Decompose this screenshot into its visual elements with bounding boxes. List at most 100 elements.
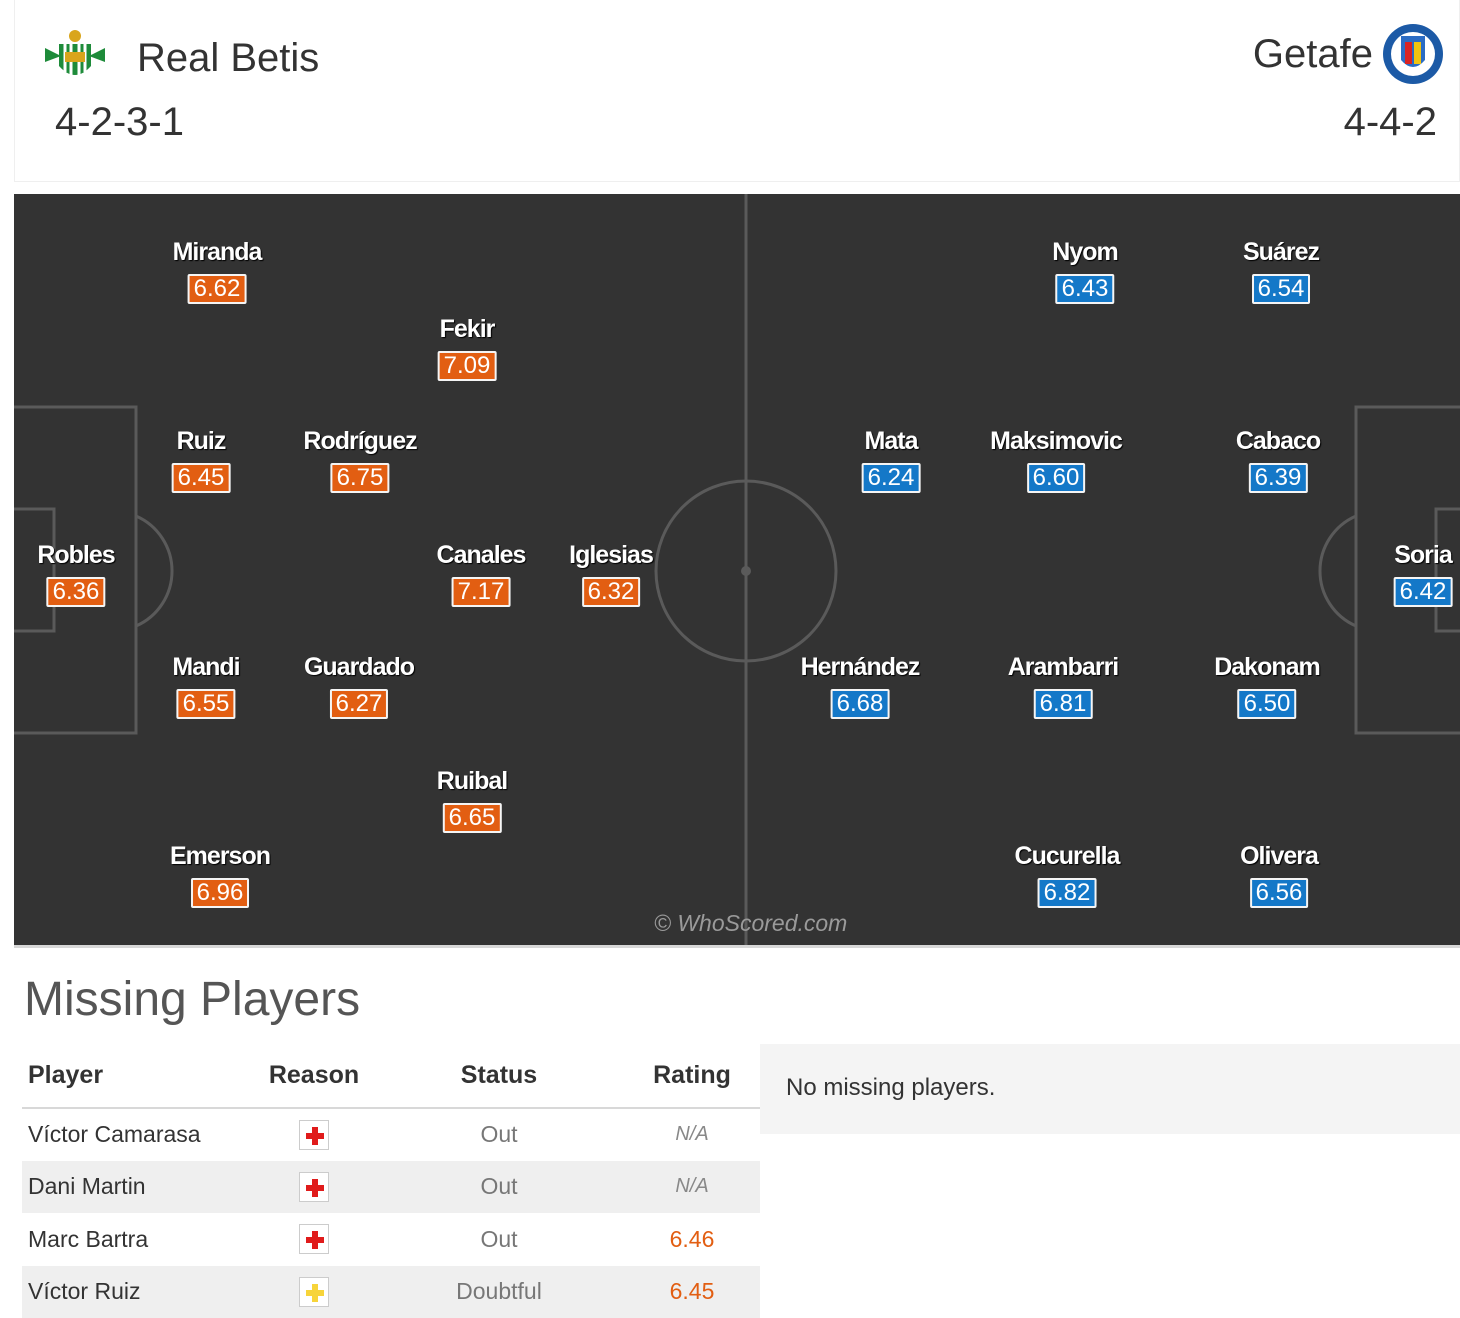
missing-status: Out: [480, 1121, 518, 1148]
injury-red-cross-icon: [299, 1224, 329, 1255]
away-player[interactable]: Maksimovic 6.60: [990, 427, 1123, 493]
missing-status: Out: [480, 1225, 518, 1252]
player-name[interactable]: Soria: [1394, 541, 1453, 569]
player-name[interactable]: Guardado: [303, 653, 415, 681]
player-rating: 6.55: [176, 689, 236, 719]
away-player[interactable]: Arambarri 6.81: [1008, 653, 1119, 719]
missing-rating: 6.45: [669, 1278, 715, 1305]
injury-red-cross-icon: [299, 1119, 329, 1150]
missing-player-name[interactable]: Víctor Camarasa: [28, 1121, 201, 1148]
away-team[interactable]: Getafe: [1253, 22, 1445, 86]
home-player[interactable]: Fekir 7.09: [437, 315, 497, 381]
home-player[interactable]: Canales 7.17: [437, 541, 526, 607]
table-row: Dani Martin Out N/A: [22, 1160, 760, 1213]
away-player[interactable]: Nyom 6.43: [1052, 238, 1119, 304]
missing-player-name[interactable]: Víctor Ruiz: [28, 1278, 141, 1305]
player-rating: 6.75: [330, 463, 390, 493]
player-rating: 6.56: [1249, 878, 1309, 908]
away-player[interactable]: Hernández 6.68: [801, 653, 920, 719]
away-player[interactable]: Suárez 6.54: [1243, 238, 1320, 304]
player-rating: 6.24: [861, 463, 921, 493]
home-formation: 4-2-3-1: [55, 100, 184, 144]
player-rating: 6.42: [1393, 577, 1453, 607]
table-row: Víctor Camarasa Out N/A: [22, 1108, 760, 1161]
away-player[interactable]: Soria 6.42: [1393, 541, 1453, 607]
player-name[interactable]: Mandi: [172, 653, 240, 681]
pitch-markings: [14, 194, 1460, 945]
player-rating: 6.27: [329, 689, 389, 719]
player-name[interactable]: Ruibal: [436, 767, 508, 795]
missing-player-name[interactable]: Marc Bartra: [28, 1225, 149, 1252]
player-rating: 6.54: [1251, 274, 1311, 304]
away-player[interactable]: Olivera 6.56: [1240, 842, 1319, 908]
column-header-status[interactable]: Status: [374, 1044, 624, 1109]
player-rating: 6.39: [1248, 463, 1308, 493]
player-rating: 7.17: [451, 577, 511, 607]
watermark: © WhoScored.com: [654, 910, 848, 936]
home-team[interactable]: Real Betis: [43, 26, 319, 90]
home-player[interactable]: Robles 6.36: [37, 541, 116, 607]
player-name[interactable]: Robles: [37, 541, 115, 569]
player-rating: 6.62: [187, 274, 247, 304]
player-name[interactable]: Emerson: [170, 842, 271, 870]
player-name[interactable]: Mata: [864, 427, 919, 455]
column-header-rating[interactable]: Rating: [624, 1044, 760, 1109]
no-missing-players-message: No missing players.: [786, 1074, 996, 1101]
player-name[interactable]: Cucurella: [1014, 842, 1121, 870]
player-name[interactable]: Arambarri: [1007, 653, 1119, 681]
missing-rating: N/A: [675, 1175, 709, 1198]
player-rating: 6.82: [1037, 878, 1097, 908]
home-player[interactable]: Guardado 6.27: [303, 653, 415, 719]
player-name[interactable]: Rodríguez: [303, 427, 417, 455]
player-rating: 6.36: [46, 577, 106, 607]
player-rating: 7.09: [437, 351, 497, 381]
home-player[interactable]: Iglesias 6.32: [569, 541, 654, 607]
player-name[interactable]: Maksimovic: [990, 427, 1123, 455]
home-player[interactable]: Emerson 6.96: [170, 842, 271, 908]
home-player[interactable]: Ruibal 6.65: [436, 767, 508, 833]
away-team-name[interactable]: Getafe: [1252, 31, 1373, 76]
lineup-pitch: Miranda 6.62 Fekir 7.09 Ruiz 6.45 Rodríg…: [14, 194, 1460, 948]
home-team-name[interactable]: Real Betis: [137, 35, 320, 80]
player-name[interactable]: Nyom: [1052, 238, 1118, 266]
missing-status: Out: [480, 1173, 518, 1200]
player-name[interactable]: Hernández: [800, 653, 921, 681]
player-name[interactable]: Fekir: [439, 315, 496, 343]
home-player[interactable]: Mandi 6.55: [172, 653, 241, 719]
away-missing-players-panel: No missing players.: [760, 1044, 1460, 1134]
away-player[interactable]: Cucurella 6.82: [1015, 842, 1120, 908]
player-name[interactable]: Ruiz: [176, 427, 227, 455]
player-rating: 6.81: [1033, 689, 1093, 719]
home-player[interactable]: Rodríguez 6.75: [303, 427, 418, 493]
real-betis-crest-icon: [45, 30, 105, 78]
missing-rating: 6.46: [669, 1225, 715, 1252]
home-missing-players-table: Player Reason Status Rating Víctor Camar…: [22, 1044, 760, 1318]
injury-red-cross-icon: [299, 1171, 329, 1202]
player-rating: 6.60: [1026, 463, 1086, 493]
away-player[interactable]: Mata 6.24: [861, 427, 921, 493]
player-name[interactable]: Canales: [436, 541, 527, 569]
missing-player-name[interactable]: Dani Martin: [28, 1173, 146, 1200]
player-rating: 6.68: [830, 689, 890, 719]
home-player[interactable]: Miranda 6.62: [173, 238, 262, 304]
missing-rating: N/A: [675, 1123, 709, 1146]
player-rating: 6.43: [1055, 274, 1115, 304]
player-name[interactable]: Olivera: [1240, 842, 1319, 870]
player-name[interactable]: Miranda: [172, 238, 263, 266]
doubtful-yellow-cross-icon: [299, 1276, 329, 1307]
player-rating: 6.32: [581, 577, 641, 607]
table-header-row: Player Reason Status Rating: [22, 1044, 760, 1109]
home-player[interactable]: Ruiz 6.45: [171, 427, 231, 493]
player-name[interactable]: Iglesias: [569, 541, 654, 569]
table-row: Marc Bartra Out 6.46: [22, 1213, 760, 1266]
away-player[interactable]: Cabaco 6.39: [1235, 427, 1321, 493]
player-name[interactable]: Cabaco: [1235, 427, 1321, 455]
player-name[interactable]: Suárez: [1243, 238, 1320, 266]
column-header-player[interactable]: Player: [22, 1044, 254, 1109]
player-name[interactable]: Dakonam: [1214, 653, 1321, 681]
column-header-reason[interactable]: Reason: [254, 1044, 374, 1109]
match-header: Real Betis 4-2-3-1 Getafe 4-4-2: [14, 0, 1460, 182]
getafe-crest-icon: [1383, 24, 1443, 84]
player-rating: 6.96: [190, 878, 250, 908]
away-player[interactable]: Dakonam 6.50: [1214, 653, 1321, 719]
